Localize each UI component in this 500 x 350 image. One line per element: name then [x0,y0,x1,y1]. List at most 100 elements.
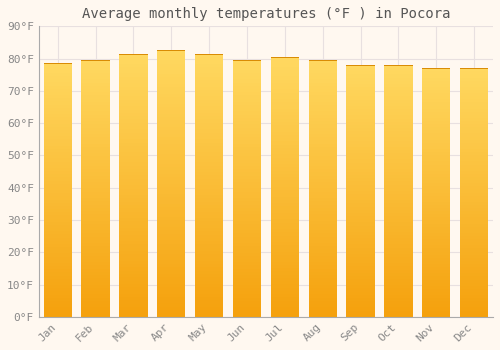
Bar [195,77,224,80]
Bar [44,241,72,244]
Bar [82,118,110,121]
Bar [460,84,488,87]
Bar [195,241,224,244]
Bar [44,114,72,117]
Bar [422,208,450,211]
Bar [460,161,488,164]
Bar [460,177,488,180]
Bar [195,222,224,225]
Bar [308,89,337,92]
Bar [82,208,110,211]
Bar [346,84,375,87]
Bar [82,73,110,76]
Bar [82,233,110,237]
Bar [384,279,412,282]
Bar [195,264,224,267]
Bar [233,211,261,214]
Bar [270,177,299,180]
Bar [195,284,224,287]
Bar [157,253,186,257]
Bar [422,131,450,133]
Bar [460,252,488,255]
Bar [460,208,488,211]
Bar [308,73,337,76]
Bar [460,80,488,84]
Bar [195,149,224,152]
Bar [195,169,224,172]
Bar [460,236,488,239]
Bar [233,118,261,121]
Bar [346,103,375,106]
Bar [308,272,337,275]
Bar [346,288,375,292]
Bar [422,96,450,99]
Bar [44,222,72,225]
Bar [270,141,299,145]
Bar [460,298,488,301]
Bar [119,86,148,90]
Bar [460,227,488,230]
Bar [460,242,488,245]
Bar [233,233,261,237]
Bar [119,139,148,142]
Bar [346,279,375,282]
Bar [44,295,72,298]
Bar [195,258,224,261]
Bar [346,263,375,266]
Bar [308,310,337,314]
Bar [270,206,299,210]
Bar [157,280,186,284]
Bar [460,196,488,199]
Bar [384,150,412,153]
Bar [384,141,412,144]
Bar [82,220,110,224]
Bar [422,140,450,143]
Bar [195,228,224,231]
Bar [346,184,375,188]
Bar [119,90,148,93]
Bar [308,220,337,224]
Bar [384,71,412,75]
Bar [460,270,488,273]
Bar [308,301,337,304]
Bar [308,76,337,79]
Bar [44,127,72,130]
Bar [44,250,72,253]
Bar [233,102,261,105]
Bar [233,169,261,173]
Bar [422,301,450,304]
Bar [233,63,261,66]
Bar [346,112,375,116]
Bar [157,197,186,200]
Bar [384,301,412,304]
Bar [233,60,261,63]
Bar [346,178,375,181]
Bar [195,142,224,146]
Bar [233,105,261,108]
Bar [157,77,186,80]
Bar [157,177,186,180]
Bar [233,304,261,307]
Bar [233,217,261,220]
Bar [384,131,412,134]
Bar [270,265,299,268]
Bar [82,96,110,99]
Bar [82,246,110,250]
Bar [422,90,450,93]
Bar [44,216,72,219]
Bar [195,267,224,271]
Bar [233,250,261,253]
Bar [270,187,299,190]
Bar [44,276,72,279]
Bar [384,75,412,78]
Bar [233,243,261,246]
Bar [270,216,299,219]
Bar [44,136,72,139]
Bar [119,211,148,215]
Bar [422,255,450,258]
Bar [270,288,299,291]
Bar [82,294,110,297]
Bar [233,227,261,230]
Bar [82,89,110,92]
Bar [270,180,299,184]
